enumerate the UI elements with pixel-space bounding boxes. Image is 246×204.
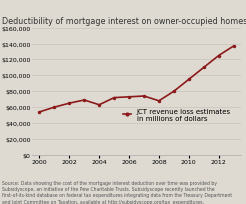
Legend: JCT revenue loss estimates
in millions of dollars: JCT revenue loss estimates in millions o…	[120, 105, 233, 124]
Text: Deductibility of mortgage interest on owner-occupied homes: Deductibility of mortgage interest on ow…	[2, 17, 246, 26]
Text: Source: Data showing the cost of the mortgage interest deduction over time was p: Source: Data showing the cost of the mor…	[2, 180, 232, 204]
